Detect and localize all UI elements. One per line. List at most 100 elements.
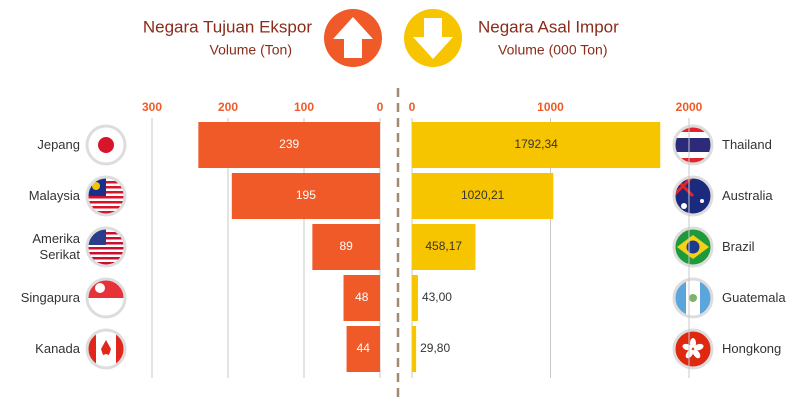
bar — [343, 275, 380, 321]
category-label: Hongkong — [722, 341, 782, 356]
value-label: 29,80 — [420, 341, 450, 355]
category-label: Malaysia — [28, 188, 80, 203]
flag — [85, 124, 127, 166]
flag-part — [88, 257, 124, 260]
flag-part — [88, 262, 124, 265]
flag-ring — [85, 175, 127, 217]
export-icon — [324, 9, 382, 67]
flag-part — [681, 203, 687, 209]
x-tick-label: 1000 — [537, 100, 564, 114]
flag-part — [693, 343, 704, 351]
flag — [85, 328, 127, 370]
flag-part — [692, 349, 701, 359]
value-label: 239 — [279, 137, 299, 151]
flag-ring — [672, 124, 714, 166]
flag-ring — [85, 328, 127, 370]
flag-part — [675, 331, 711, 367]
x-tick-label: 200 — [218, 100, 238, 114]
category-label: Amerika Serikat — [32, 231, 80, 262]
flag-clip — [675, 178, 711, 214]
x-tick-label: 300 — [142, 100, 162, 114]
flag-part — [88, 280, 124, 298]
flag-ring — [672, 277, 714, 319]
bar — [412, 224, 476, 270]
bar — [412, 122, 661, 168]
flag-part — [88, 331, 96, 367]
flag-part — [700, 280, 711, 316]
bar — [198, 122, 380, 168]
flag-clip — [88, 127, 124, 163]
x-tick-label: 2000 — [676, 100, 703, 114]
value-label: 44 — [357, 341, 371, 355]
value-label: 89 — [340, 239, 354, 253]
flag-clip — [675, 280, 711, 316]
flag-part — [116, 331, 124, 367]
flag — [672, 328, 714, 370]
category-label: Guatemala — [722, 290, 786, 305]
flag-part — [675, 138, 711, 152]
bar — [312, 224, 380, 270]
flag — [672, 226, 714, 268]
flag-clip — [675, 229, 711, 265]
flag-part — [686, 240, 700, 254]
flag-clip — [88, 229, 124, 265]
chart-title: Negara Tujuan Ekspor — [143, 17, 312, 36]
category-label: Singapura — [20, 290, 80, 305]
value-label: 195 — [296, 188, 316, 202]
value-label: 48 — [355, 290, 369, 304]
flag-part — [88, 247, 124, 250]
bar — [346, 326, 380, 372]
flag-ring — [85, 277, 127, 319]
value-label: 1792,34 — [514, 137, 558, 151]
flag-clip — [88, 331, 124, 367]
flag-part — [95, 283, 105, 293]
category-label: Brazil — [722, 239, 755, 254]
flag-part — [700, 199, 704, 203]
flag-clip — [675, 127, 711, 163]
x-tick-label: 0 — [377, 100, 384, 114]
flag-part — [88, 206, 124, 209]
flag-part — [101, 340, 111, 355]
category-label: Thailand — [722, 137, 772, 152]
flag — [672, 124, 714, 166]
import-icon — [404, 9, 462, 67]
flag — [85, 277, 127, 319]
chart-subtitle: Volume (000 Ton) — [498, 42, 607, 58]
flags — [85, 124, 714, 370]
flag-part — [682, 343, 693, 351]
category-label: Kanada — [35, 341, 80, 356]
flag-clip — [675, 331, 711, 367]
flag — [85, 226, 127, 268]
category-label: Australia — [722, 188, 773, 203]
flag-part — [98, 137, 114, 153]
flag — [672, 175, 714, 217]
flag-part — [88, 252, 124, 255]
flag-part — [689, 294, 697, 302]
flag-ring — [672, 226, 714, 268]
flag-part — [675, 280, 686, 316]
x-tick-label: 100 — [294, 100, 314, 114]
flag-ring — [672, 328, 714, 370]
bar — [231, 173, 380, 219]
flag — [85, 175, 127, 217]
bar — [412, 326, 417, 372]
chart-title: Negara Asal Impor — [478, 17, 619, 36]
flag-ring — [85, 226, 127, 268]
value-label: 458,17 — [425, 239, 462, 253]
value-label: 1020,21 — [461, 188, 505, 202]
value-label: 43,00 — [422, 290, 452, 304]
flag-ring — [672, 175, 714, 217]
flag-part — [690, 338, 696, 348]
flag-part — [88, 211, 124, 214]
flag-ring — [85, 124, 127, 166]
chart-subtitle: Volume (Ton) — [210, 42, 292, 58]
flag-part — [88, 201, 124, 204]
bar — [412, 275, 418, 321]
x-tick-label: 0 — [409, 100, 416, 114]
flag-part — [88, 196, 124, 199]
category-label: Jepang — [37, 137, 80, 152]
flag — [672, 277, 714, 319]
flag-part — [92, 182, 100, 190]
